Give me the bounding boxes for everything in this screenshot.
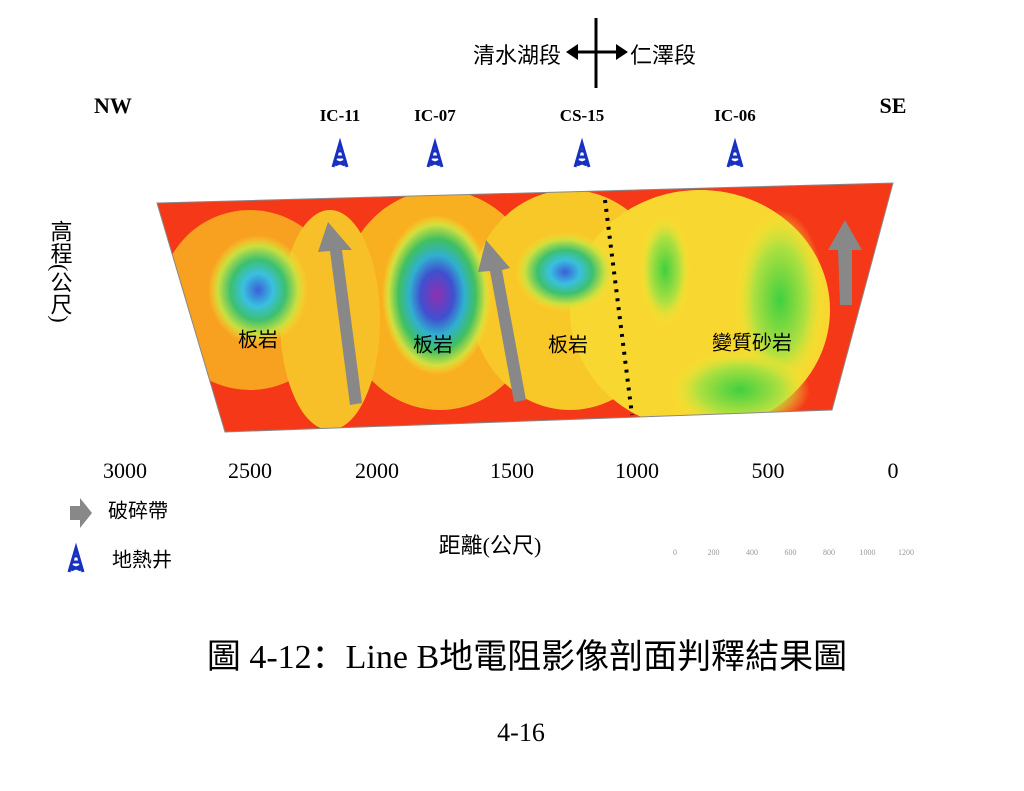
- fracture-arrows: [318, 220, 862, 405]
- scale-label: 400: [746, 548, 758, 557]
- rock-label: 板岩: [548, 334, 588, 357]
- well-icon: [426, 141, 444, 169]
- well-label: CS-15: [560, 106, 604, 125]
- well-label: IC-06: [714, 106, 756, 125]
- well-label: IC-11: [320, 106, 361, 125]
- legend-label: 地熱井: [112, 549, 172, 572]
- scale-label: 200: [708, 548, 720, 557]
- well-icon: [331, 141, 349, 169]
- y-label: 高程(公尺): [48, 220, 73, 323]
- page-number: 4-16: [497, 718, 545, 747]
- direction: NW: [94, 93, 132, 118]
- scale-label: 600: [785, 548, 797, 557]
- x-tick-label: 3000: [103, 458, 147, 483]
- well-icon: [573, 141, 591, 169]
- section-label: 仁澤段: [630, 43, 696, 68]
- scale-label: 800: [823, 548, 835, 557]
- x-tick-label: 2500: [228, 458, 272, 483]
- resistivity-section: [157, 183, 893, 432]
- x-tick-label: 1000: [615, 458, 659, 483]
- legend-arrow: [70, 498, 92, 528]
- direction-arrow: [566, 18, 628, 88]
- scale-label: 1000: [860, 548, 876, 557]
- caption: 圖 4-12：Line B地電阻影像剖面判釋結果圖: [207, 638, 847, 676]
- scale-label: 1200: [898, 548, 914, 557]
- section-label: 清水湖段: [473, 43, 561, 68]
- legend-well: [67, 546, 85, 574]
- legend-label: 破碎帶: [108, 500, 168, 523]
- rock-label: 變質砂岩: [712, 332, 792, 355]
- well-label: IC-07: [414, 106, 456, 125]
- well-icon: [726, 141, 744, 169]
- scale-label: 0: [673, 548, 677, 557]
- x-tick-label: 0: [888, 458, 899, 483]
- rock-label: 板岩: [238, 329, 278, 352]
- x-tick-label: 1500: [490, 458, 534, 483]
- x-tick-label: 2000: [355, 458, 399, 483]
- x-label: 距離(公尺): [439, 533, 542, 558]
- x-tick-label: 500: [752, 458, 785, 483]
- direction: SE: [880, 93, 907, 118]
- rock-label: 板岩: [413, 334, 453, 357]
